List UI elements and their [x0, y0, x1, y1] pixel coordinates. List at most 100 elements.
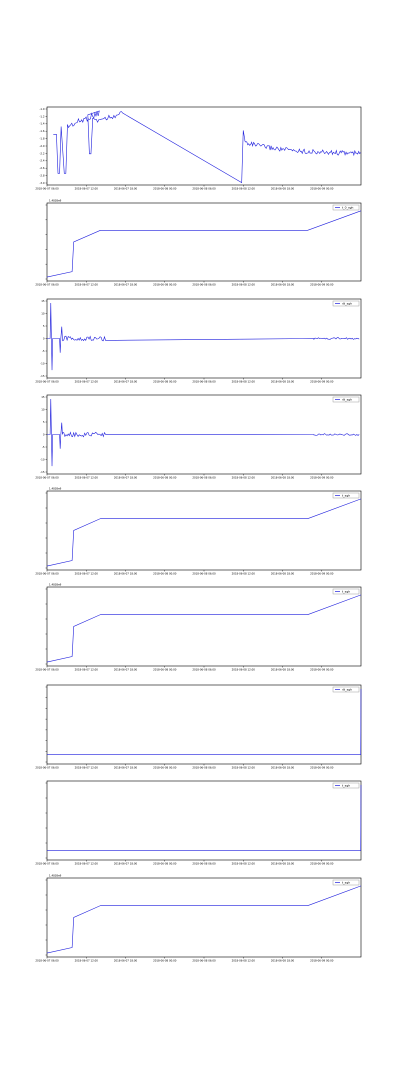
- series-line: [53, 110, 361, 184]
- x-tick-label: 2018-06-08 06:00: [192, 380, 216, 384]
- legend-entry: t_sgh: [342, 784, 350, 788]
- legend-entry: dt_sgh: [342, 302, 352, 306]
- x-tick-label: 2018-06-08 18:00: [271, 572, 295, 576]
- x-tick-label: 2018-06-07 18:00: [114, 476, 138, 480]
- axis-offset-label: 1.4838e9: [49, 199, 62, 203]
- x-tick-label: 2018-06-08 12:00: [232, 476, 256, 480]
- x-tick-label: 2018-06-08 00:00: [153, 572, 177, 576]
- legend-box: [332, 492, 360, 499]
- chart-panel-6: 2018-06-07 06:00 2018-06-07 12:00 2018-06-…: [35, 583, 362, 672]
- y-tick-label: 0: [43, 336, 45, 340]
- series-line: [47, 784, 362, 851]
- axis-offset-label: 1.4838e9: [49, 583, 62, 587]
- y-tick-label: -2.0: [39, 144, 44, 148]
- y-tick-label: 0: [43, 432, 45, 436]
- legend-box: [332, 300, 360, 307]
- x-tick-label: 2018-06-08 18:00: [271, 187, 295, 191]
- x-tick-label: 2018-06-07 06:00: [35, 766, 59, 770]
- x-tick-label: 2018-06-08 12:00: [232, 283, 256, 287]
- y-tick-label: -15: [40, 374, 45, 378]
- x-tick-label: 2018-06-07 12:00: [75, 187, 99, 191]
- series-line: [47, 302, 360, 371]
- y-tick-label: -15: [40, 470, 45, 474]
- series-line: [47, 398, 360, 467]
- legend-entry: t_sgh: [342, 590, 350, 594]
- x-tick-label: 2018-06-08 00:00: [153, 959, 177, 963]
- x-tick-label: 2018-06-07 12:00: [75, 766, 99, 770]
- y-tick-label: -3.0: [39, 181, 44, 185]
- x-tick-label: 2018-06-08 12:00: [232, 862, 256, 866]
- chart-panel-1: -1.0 -1.2 -1.4 -1.6 -1.8 -2.0 -2.2 -2.4 -2.6 -2.8…: [35, 106, 362, 191]
- x-tick-label: 2018-06-07 18:00: [114, 668, 138, 672]
- legend-entry: t_sgh: [342, 494, 350, 498]
- plot-frame: [46, 586, 362, 667]
- x-tick-label: 2018-06-08 12:00: [232, 766, 256, 770]
- x-tick-label: 2018-06-08 18:00: [271, 283, 295, 287]
- x-tick-label: 2018-06-07 18:00: [114, 380, 138, 384]
- y-tick-label: 15: [41, 299, 45, 303]
- x-tick-label: 2018-06-09 00:00: [310, 959, 334, 963]
- x-tick-label: 2018-06-08 18:00: [271, 380, 295, 384]
- x-tick-label: 2018-06-07 12:00: [75, 476, 99, 480]
- x-tick-label: 2018-06-09 00:00: [310, 476, 334, 480]
- legend-entry: dt_sgh: [342, 688, 352, 692]
- plot-frame: [46, 780, 362, 861]
- x-tick-label: 2018-06-08 18:00: [271, 476, 295, 480]
- x-tick-label: 2018-06-07 12:00: [75, 572, 99, 576]
- x-tick-label: 2018-06-08 18:00: [271, 959, 295, 963]
- x-tick-label: 2018-06-07 06:00: [35, 668, 59, 672]
- x-tick-label: 2018-06-07 18:00: [114, 572, 138, 576]
- x-tick-label: 2018-06-08 12:00: [232, 668, 256, 672]
- series-line: [46, 885, 362, 954]
- chart-panel-9: 2018-06-07 06:00 2018-06-07 12:00 2018-06-…: [35, 874, 362, 963]
- y-tick-label: -1.6: [39, 129, 44, 133]
- x-tick-label: 2018-06-08 00:00: [153, 766, 177, 770]
- x-tick-label: 2018-06-08 00:00: [153, 668, 177, 672]
- series-line: [46, 210, 362, 278]
- series-line: [47, 688, 362, 755]
- axis-offset-label: 1.4838e9: [49, 487, 62, 491]
- x-tick-label: 2018-06-07 12:00: [75, 283, 99, 287]
- x-tick-label: 2018-06-07 18:00: [114, 959, 138, 963]
- x-tick-label: 2018-06-07 06:00: [35, 476, 59, 480]
- x-tick-label: 2018-06-08 12:00: [232, 572, 256, 576]
- y-tick-label: -1.0: [39, 107, 44, 111]
- x-tick-label: 2018-06-08 06:00: [192, 766, 216, 770]
- y-tick-label: 15: [41, 395, 45, 399]
- x-tick-label: 2018-06-08 06:00: [192, 959, 216, 963]
- series-line: [46, 594, 362, 663]
- legend-entry: t_sgh: [342, 881, 350, 885]
- x-tick-label: 2018-06-09 00:00: [310, 187, 334, 191]
- x-tick-label: 2018-06-09 00:00: [310, 668, 334, 672]
- legend-box: [332, 686, 360, 693]
- y-tick-label: -2.4: [39, 159, 44, 163]
- x-tick-label: 2018-06-08 06:00: [192, 668, 216, 672]
- x-tick-label: 2018-06-08 12:00: [232, 959, 256, 963]
- x-tick-label: 2018-06-07 12:00: [75, 862, 99, 866]
- x-tick-label: 2018-06-08 00:00: [153, 187, 177, 191]
- x-tick-label: 2018-06-07 06:00: [35, 380, 59, 384]
- y-tick-label: 10: [41, 311, 45, 315]
- x-tick-label: 2018-06-07 06:00: [35, 572, 59, 576]
- x-tick-label: 2018-06-07 18:00: [114, 862, 138, 866]
- x-tick-label: 2018-06-07 06:00: [35, 283, 59, 287]
- x-tick-label: 2018-06-08 00:00: [153, 283, 177, 287]
- chart-panel-2: 2018-06-07 06:00 2018-06-07 12:00 2018-06-…: [35, 199, 362, 287]
- x-tick-label: 2018-06-07 06:00: [35, 862, 59, 866]
- x-tick-label: 2018-06-08 00:00: [153, 862, 177, 866]
- x-tick-label: 2018-06-07 06:00: [35, 187, 59, 191]
- chart-panel-7: 2018-06-07 06:00 2018-06-07 12:00 2018-06-…: [35, 684, 362, 770]
- x-tick-label: 2018-06-08 06:00: [192, 476, 216, 480]
- x-tick-label: 2018-06-07 18:00: [114, 283, 138, 287]
- x-tick-label: 2018-06-08 00:00: [153, 476, 177, 480]
- y-tick-label: 5: [43, 420, 45, 424]
- chart-panel-4: 15 10 5 0 -5 -10 -15 2018-06-07 06:00 2018-06-07…: [35, 394, 362, 480]
- axis-offset-label: 1.4838e9: [49, 874, 62, 878]
- x-tick-label: 2018-06-07 12:00: [75, 668, 99, 672]
- chart-panel-5: 2018-06-07 06:00 2018-06-07 12:00 2018-06-…: [35, 487, 362, 576]
- plot-frame: [46, 202, 362, 282]
- y-tick-label: 5: [43, 324, 45, 328]
- x-tick-label: 2018-06-08 18:00: [271, 766, 295, 770]
- y-tick-label: -1.4: [39, 122, 44, 126]
- y-tick-label: -10: [40, 457, 45, 461]
